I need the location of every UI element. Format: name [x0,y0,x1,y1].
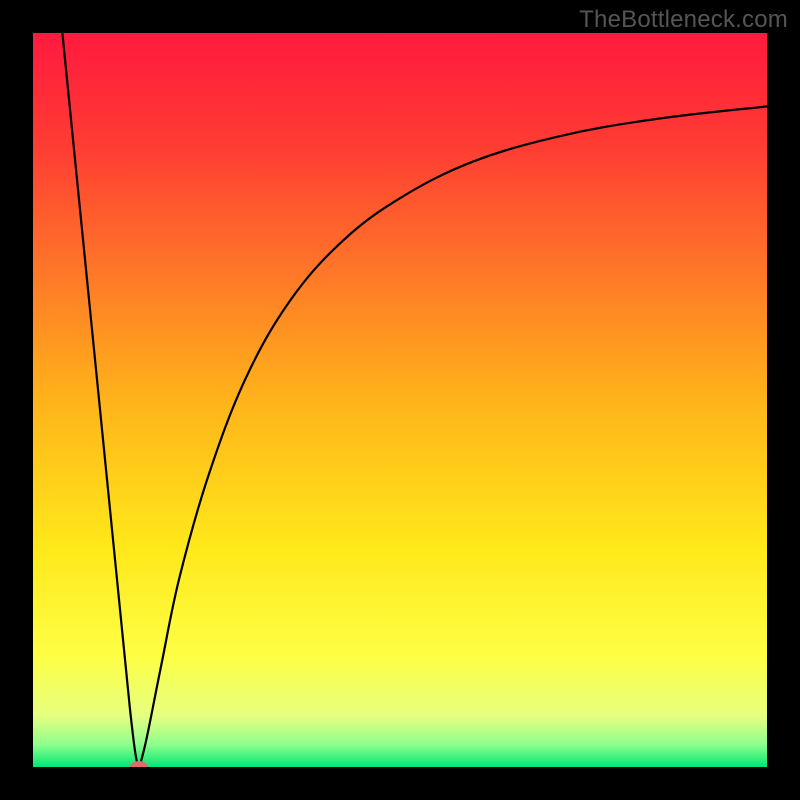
bottleneck-curve [33,33,767,767]
curve-right-branch [139,106,767,767]
plot-area [33,33,767,767]
watermark-text: TheBottleneck.com [579,6,788,34]
curve-left-branch [62,33,139,767]
optimal-point-marker [130,761,148,767]
